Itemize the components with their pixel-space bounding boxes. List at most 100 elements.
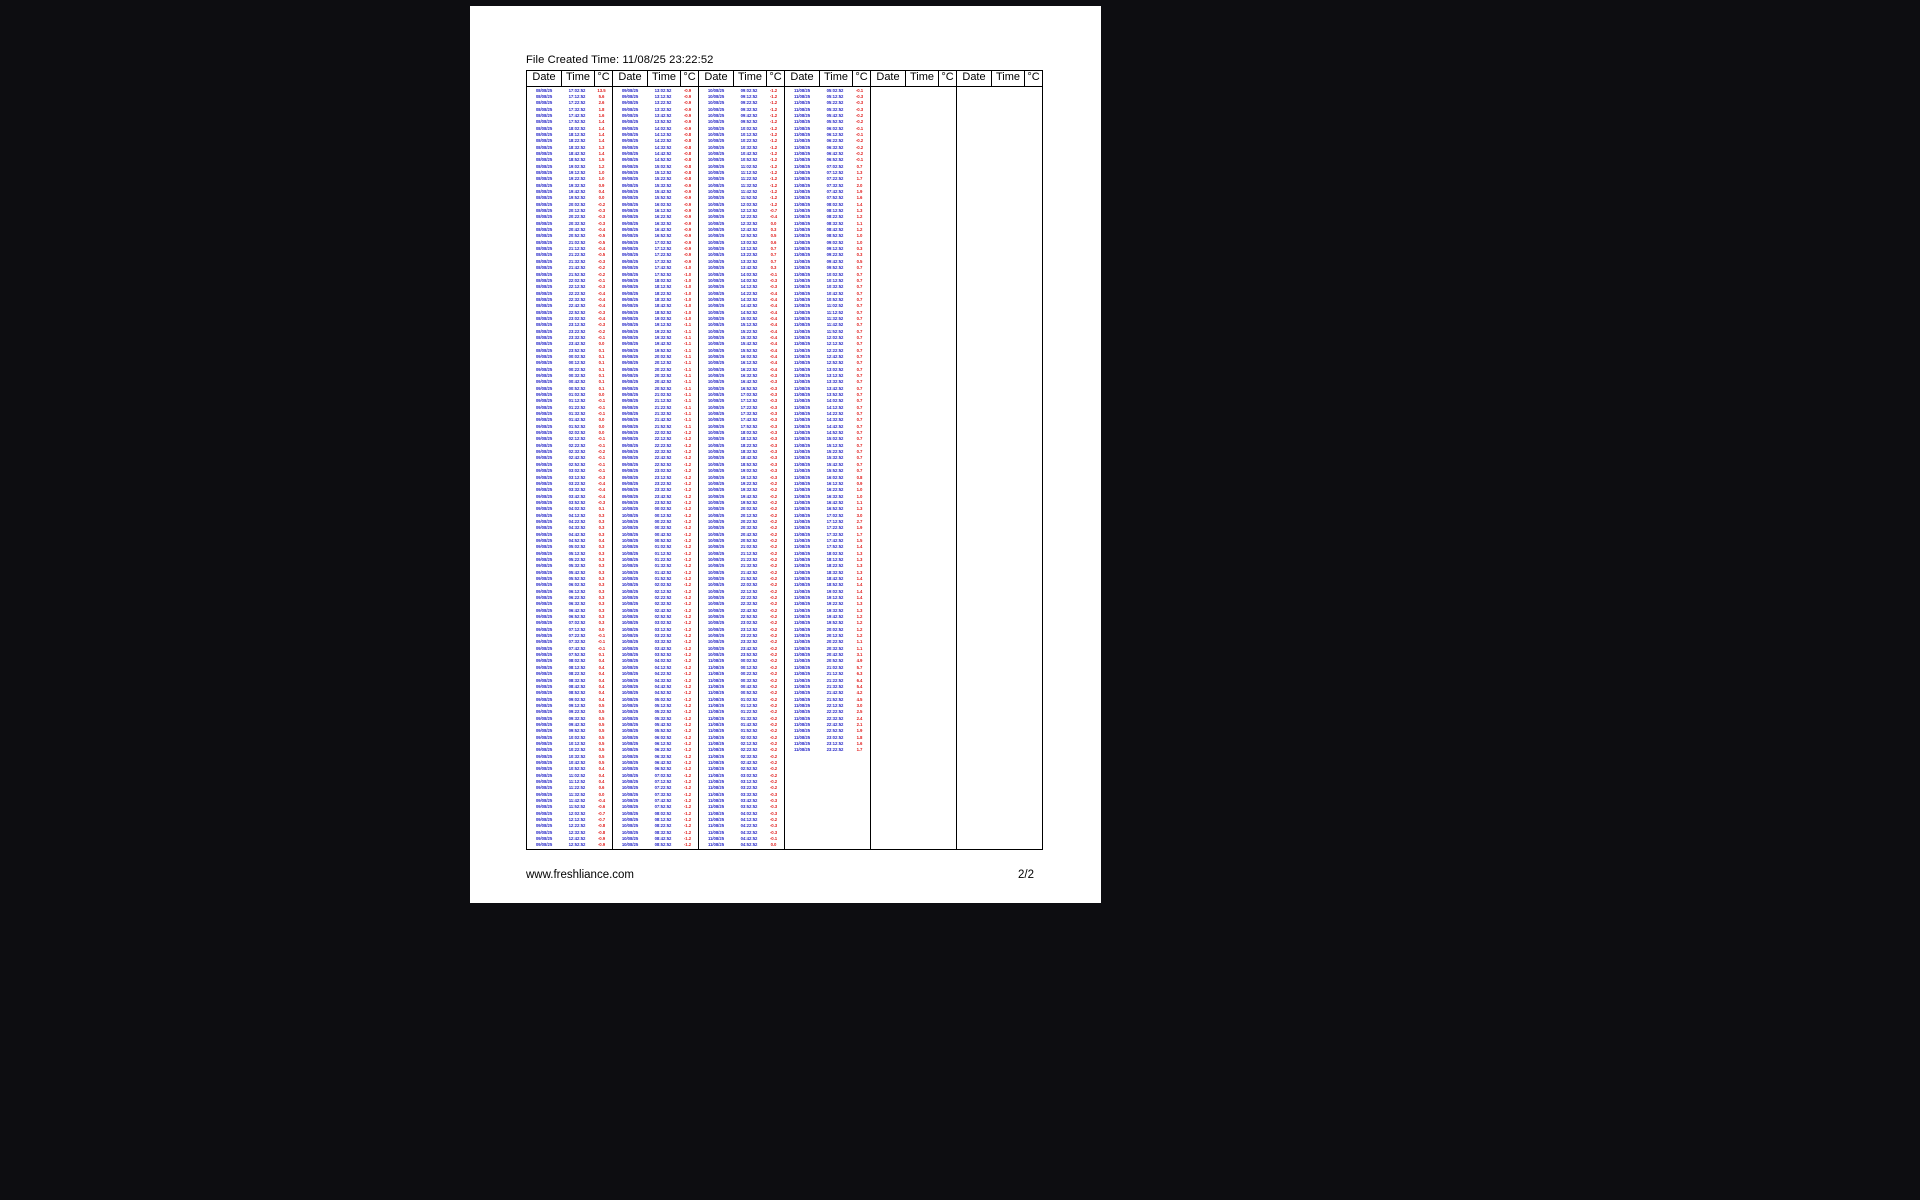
reading-row: 11/08/25 17:42:52 1.5 [785, 538, 870, 544]
reading-date: 08/08/25 [535, 271, 553, 277]
reading-temperature: 0.4 [598, 664, 605, 670]
reading-date: 09/08/25 [535, 696, 553, 702]
reading-temperature: -0.2 [769, 785, 778, 791]
reading-date: 11/08/25 [793, 493, 811, 499]
reading-temperature: -1.2 [769, 131, 778, 137]
reading-temperature: 0.3 [598, 531, 605, 537]
reading-date: 09/08/25 [535, 671, 553, 677]
reading-temperature: 1.4 [856, 576, 863, 582]
reading-time: 13:32:52 [826, 379, 844, 385]
reading-list-group-4: 11/08/25 05:02:52 -0.1 11/08/25 05:12:52 -0.3… [785, 87, 870, 754]
reading-date: 09/08/25 [535, 740, 553, 746]
reading-temperature: 0.4 [598, 658, 605, 664]
reading-date: 11/08/25 [793, 709, 811, 715]
reading-row: 11/08/25 18:02:52 1.3 [785, 551, 870, 557]
reading-date: 09/08/25 [621, 404, 639, 410]
reading-date: 11/08/25 [793, 233, 811, 239]
reading-date: 09/08/25 [535, 385, 553, 391]
reading-temperature: 0.7 [856, 455, 863, 461]
reading-temperature: -1.2 [683, 537, 692, 543]
reading-time: 12:52:52 [826, 360, 844, 366]
reading-date: 10/08/25 [707, 157, 725, 163]
reading-row: 09/08/25 23:02:52 -1.2 [613, 468, 698, 474]
reading-time: 01:22:52 [740, 709, 758, 715]
reading-time: 18:12:52 [740, 436, 758, 442]
reading-time: 04:52:52 [654, 690, 672, 696]
reading-time: 18:32:52 [654, 296, 672, 302]
reading-date: 11/08/25 [707, 785, 725, 791]
reading-temperature: -0.2 [769, 734, 778, 740]
reading-date: 11/08/25 [793, 328, 811, 334]
reading-time: 04:52:52 [568, 537, 586, 543]
reading-temperature: 0.7 [856, 411, 863, 417]
reading-row: 10/08/25 09:52:52 -1.2 [699, 119, 784, 125]
reading-date: 10/08/25 [707, 398, 725, 404]
reading-row: 10/08/25 02:22:52 -1.2 [613, 595, 698, 601]
reading-temperature: -0.2 [769, 728, 778, 734]
reading-time: 15:02:52 [826, 436, 844, 442]
reading-row: 11/08/25 07:02:52 0.7 [785, 164, 870, 170]
reading-date: 11/08/25 [793, 740, 811, 746]
reading-date: 10/08/25 [707, 246, 725, 252]
reading-temperature: -1.1 [683, 392, 692, 398]
reading-date: 09/08/25 [535, 804, 553, 810]
reading-temperature: -1.2 [683, 842, 692, 848]
reading-row: 08/08/25 23:42:52 0.0 [527, 341, 612, 347]
reading-time: 19:22:52 [740, 480, 758, 486]
reading-date: 11/08/25 [793, 106, 811, 112]
reading-date: 11/08/25 [793, 309, 811, 315]
reading-temperature: 1.7 [856, 747, 863, 753]
reading-date: 10/08/25 [621, 690, 639, 696]
reading-row: 11/08/25 22:22:52 2.5 [785, 709, 870, 715]
reading-temperature: -0.3 [769, 404, 778, 410]
reading-row: 09/08/25 17:42:52 -1.0 [613, 265, 698, 271]
reading-time: 23:32:52 [568, 334, 586, 340]
reading-time: 16:02:52 [654, 201, 672, 207]
reading-date: 11/08/25 [707, 766, 725, 772]
reading-row: 10/08/25 05:12:52 -1.2 [613, 703, 698, 709]
reading-row: 10/08/25 16:12:52 -0.4 [699, 360, 784, 366]
reading-date: 08/08/25 [535, 119, 553, 125]
reading-date: 09/08/25 [535, 798, 553, 804]
reading-date: 10/08/25 [707, 322, 725, 328]
reading-time: 10:42:52 [740, 150, 758, 156]
footer-website-link[interactable]: www.freshliance.com [526, 869, 635, 881]
reading-time: 16:52:52 [740, 385, 758, 391]
reading-time: 04:12:52 [740, 817, 758, 823]
reading-row: 09/08/25 06:12:52 0.3 [527, 589, 612, 595]
reading-time: 05:42:52 [654, 721, 672, 727]
reading-time: 22:12:52 [740, 588, 758, 594]
reading-row: 11/08/25 07:12:52 1.3 [785, 170, 870, 176]
reading-time: 04:22:52 [740, 823, 758, 829]
reading-row: 11/08/25 00:22:52 -0.2 [699, 671, 784, 677]
reading-temperature: -1.2 [769, 138, 778, 144]
reading-date: 08/08/25 [535, 87, 553, 93]
reading-date: 10/08/25 [707, 271, 725, 277]
reading-temperature: -0.3 [769, 411, 778, 417]
reading-time: 21:02:52 [568, 239, 586, 245]
reading-time: 06:52:52 [568, 614, 586, 620]
reading-date: 09/08/25 [535, 810, 553, 816]
reading-row: 11/08/25 15:32:52 0.7 [785, 455, 870, 461]
reading-time: 14:02:52 [740, 271, 758, 277]
reading-row: 11/08/25 06:52:52 -0.1 [785, 157, 870, 163]
reading-date: 11/08/25 [793, 601, 811, 607]
reading-row: 09/08/25 20:22:52 -1.1 [613, 367, 698, 373]
reading-time: 17:42:52 [568, 112, 586, 118]
reading-temperature: 0.4 [598, 677, 605, 683]
reading-row: 10/08/25 06:02:52 -1.2 [613, 735, 698, 741]
reading-row: 11/08/25 19:22:52 1.3 [785, 601, 870, 607]
reading-date: 09/08/25 [535, 817, 553, 823]
reading-row: 11/08/25 08:22:52 1.2 [785, 214, 870, 220]
reading-row: 11/08/25 06:22:52 -0.2 [785, 138, 870, 144]
reading-row: 10/08/25 07:32:52 -1.2 [613, 792, 698, 798]
reading-row: 09/08/25 16:42:52 -0.9 [613, 227, 698, 233]
reading-date: 11/08/25 [793, 398, 811, 404]
reading-time: 01:12:52 [568, 398, 586, 404]
reading-temperature: -1.2 [683, 696, 692, 702]
reading-row: 10/08/25 17:02:52 -0.3 [699, 392, 784, 398]
reading-date: 11/08/25 [793, 702, 811, 708]
reading-time: 03:32:52 [568, 487, 586, 493]
reading-row: 11/08/25 07:32:52 2.0 [785, 183, 870, 189]
reading-row: 09/08/25 04:42:52 0.3 [527, 532, 612, 538]
